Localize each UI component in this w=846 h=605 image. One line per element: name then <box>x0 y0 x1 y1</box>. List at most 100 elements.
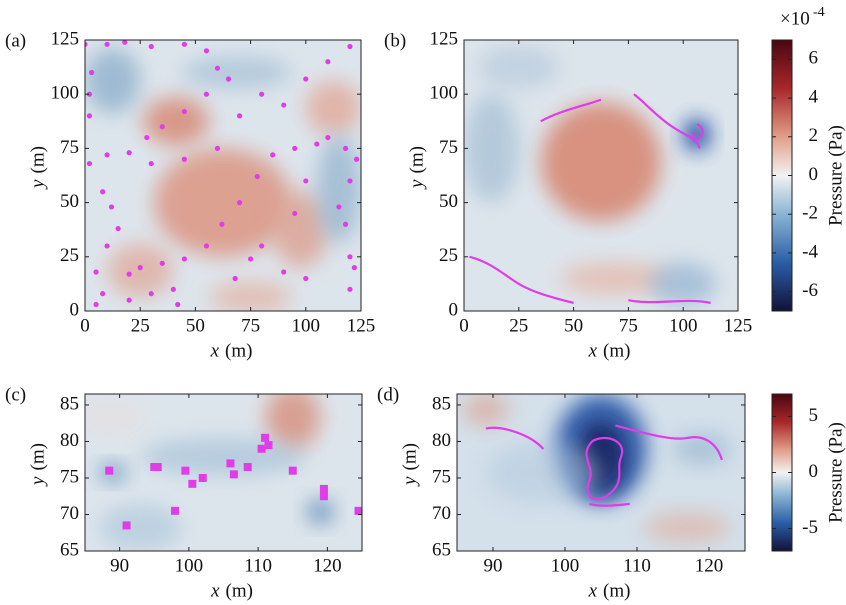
particle <box>100 189 106 195</box>
x-tick-label: 50 <box>186 315 205 336</box>
y-tick-label: 125 <box>430 28 459 49</box>
particle <box>93 269 99 275</box>
particle <box>159 124 165 130</box>
colorbar-label-text: Pressure (Pa) <box>825 125 846 226</box>
particle <box>236 200 243 206</box>
field-blob <box>85 401 146 434</box>
particle <box>86 113 93 119</box>
x-label-unit: (m) <box>226 580 253 601</box>
y-tick-label: 75 <box>60 466 79 487</box>
y-label-unit: (m) <box>406 146 427 173</box>
trace-path <box>586 438 622 499</box>
y-tick-label: 80 <box>432 430 451 451</box>
trace-path <box>469 257 573 303</box>
y-tick-label: 0 <box>70 299 80 320</box>
particle <box>351 265 357 271</box>
particle <box>288 466 297 475</box>
particle <box>203 243 210 249</box>
x-tick-label: 110 <box>244 555 272 576</box>
field-blob <box>650 262 717 306</box>
y-tick-label: 65 <box>60 539 79 560</box>
particle <box>203 48 210 54</box>
x-label-unit: (m) <box>603 340 630 361</box>
particle <box>319 492 328 501</box>
y-label-var: y <box>27 179 48 190</box>
colorbar-tick-label: -2 <box>802 203 818 224</box>
particle <box>232 275 238 282</box>
particle-trace <box>486 428 544 449</box>
colorbar-tick-label: -4 <box>802 241 818 262</box>
field-blob <box>673 433 731 465</box>
particle <box>203 91 210 97</box>
particle <box>122 40 128 45</box>
y-tick-label: 85 <box>60 393 79 414</box>
particle <box>126 297 132 303</box>
colorbar-tick-label: 6 <box>809 48 819 69</box>
y-tick-label: 100 <box>51 83 80 104</box>
x-tick-label: 25 <box>509 315 528 336</box>
y-label-unit: (m) <box>27 146 48 173</box>
particle <box>303 76 309 82</box>
y-tick-label: 65 <box>432 539 451 560</box>
x-label-unit: (m) <box>225 340 252 361</box>
x-tick-label: 50 <box>564 315 583 336</box>
x-label-var: x <box>210 580 220 601</box>
panel-label: (d) <box>377 384 399 405</box>
panel-label: (c) <box>5 384 26 405</box>
field-blob <box>477 45 560 89</box>
axes-frame <box>84 39 362 312</box>
particle <box>342 145 349 151</box>
particle <box>225 76 232 82</box>
colorbar-multiplier: ×10 <box>780 8 810 29</box>
particle <box>188 479 197 488</box>
y-label-unit: (m) <box>27 443 48 470</box>
particle <box>144 134 150 141</box>
field-blob <box>272 191 328 268</box>
y-tick-label: 70 <box>432 503 451 524</box>
particle <box>270 152 276 158</box>
x-tick-label: 90 <box>110 555 129 576</box>
particle-trace <box>693 124 703 141</box>
particle <box>264 441 273 450</box>
particle <box>175 301 181 308</box>
particle <box>353 156 360 162</box>
colorbar-exponent: -4 <box>813 5 825 20</box>
particle <box>254 173 260 180</box>
particle <box>170 286 176 292</box>
y-tick-label: 75 <box>432 466 451 487</box>
particle <box>148 43 154 50</box>
y-label-unit: (m) <box>399 443 420 470</box>
panel-label: (a) <box>5 30 26 51</box>
colorbar-label: Pressure (Pa) <box>825 422 846 523</box>
field-blob <box>485 441 601 504</box>
colorbar-label-text: Pressure (Pa) <box>825 422 846 523</box>
particle <box>137 265 143 271</box>
y-tick-label: 25 <box>60 245 79 266</box>
particle <box>104 41 110 47</box>
particle <box>148 291 154 297</box>
particle <box>85 41 88 47</box>
particle <box>126 271 132 277</box>
field-blob <box>683 118 711 152</box>
panel-label: (b) <box>384 30 406 51</box>
field-blob <box>265 394 321 449</box>
particle <box>259 91 265 97</box>
field-blob <box>559 262 670 295</box>
particle <box>281 269 287 275</box>
field-blob <box>462 394 509 426</box>
x-tick-label: 125 <box>724 315 753 336</box>
particle <box>259 243 265 249</box>
pressure-field <box>457 394 745 551</box>
colorbar-tick-label: 4 <box>809 86 819 107</box>
particle <box>115 226 121 232</box>
x-tick-label: 100 <box>175 555 204 576</box>
particle <box>342 221 349 227</box>
particle-trace <box>628 300 710 303</box>
colorbar-tick-label: -6 <box>802 280 818 301</box>
y-label-var: y <box>406 179 427 190</box>
particle-trace <box>541 100 601 122</box>
particle <box>122 521 131 530</box>
particle <box>347 178 353 184</box>
